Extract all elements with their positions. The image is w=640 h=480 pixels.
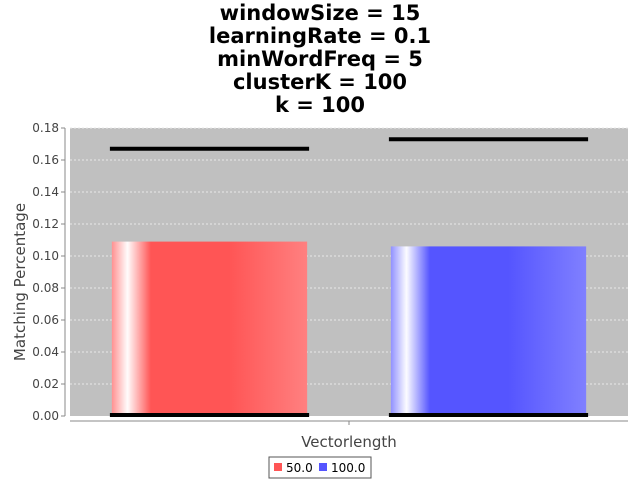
y-axis-title: Matching Percentage xyxy=(11,203,29,361)
chart-title: windowSize = 15 learningRate = 0.1 minWo… xyxy=(209,1,431,117)
y-tick-label: 0.12 xyxy=(32,217,59,231)
y-tick-label: 0.08 xyxy=(32,281,59,295)
legend-label-50: 50.0 xyxy=(286,461,313,475)
legend-swatch-50 xyxy=(274,463,282,471)
bar-50.0 xyxy=(111,241,308,416)
y-tick-label: 0.10 xyxy=(32,249,59,263)
y-tick-label: 0.06 xyxy=(32,313,59,327)
title-line-5: k = 100 xyxy=(275,93,365,117)
bar-100.0 xyxy=(390,246,587,416)
legend-swatch-100 xyxy=(319,463,327,471)
x-axis-title: Vectorlength xyxy=(301,433,397,451)
legend: 50.0 100.0 xyxy=(268,456,372,479)
title-line-3: minWordFreq = 5 xyxy=(217,47,423,71)
interval-lines xyxy=(109,137,589,417)
y-axis: 0.00 0.02 0.04 0.06 0.08 0.10 0.12 0.14 0.16 0.18 xyxy=(32,121,66,423)
y-tick-label: 0.18 xyxy=(32,121,59,135)
title-line-1: windowSize = 15 xyxy=(220,1,421,25)
title-line-4: clusterK = 100 xyxy=(233,70,407,94)
y-ticks: 0.00 0.02 0.04 0.06 0.08 0.10 0.12 0.14 0.16 0.18 xyxy=(32,121,65,423)
y-tick-label: 0.16 xyxy=(32,153,59,167)
y-tick-label: 0.14 xyxy=(32,185,59,199)
y-tick-label: 0.00 xyxy=(32,409,59,423)
bars xyxy=(111,241,587,416)
x-axis xyxy=(70,420,628,425)
y-tick-label: 0.04 xyxy=(32,345,59,359)
legend-label-100: 100.0 xyxy=(331,461,365,475)
title-line-2: learningRate = 0.1 xyxy=(209,24,431,48)
y-tick-label: 0.02 xyxy=(32,377,59,391)
